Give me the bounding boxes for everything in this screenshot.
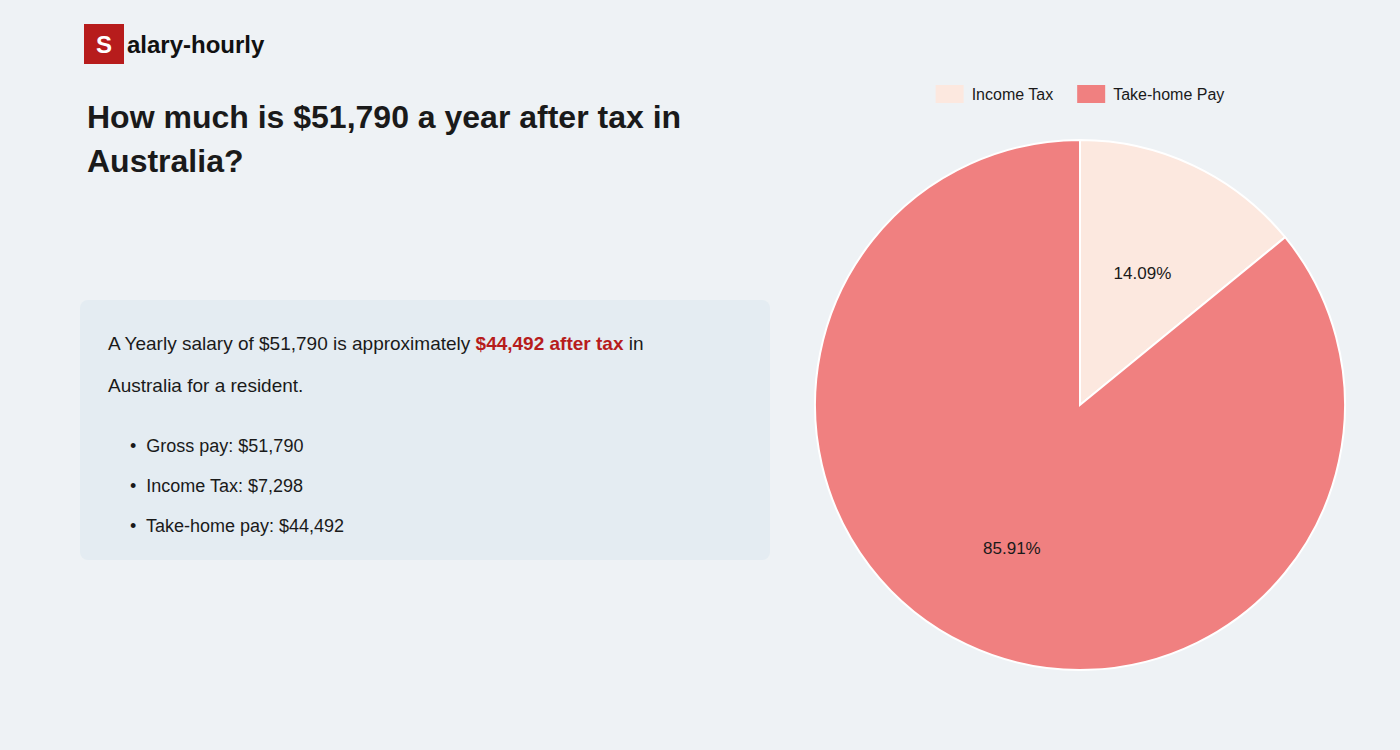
- bullet-item: • Income Tax: $7,298: [130, 476, 303, 496]
- summary-highlight: $44,492 after tax: [476, 333, 624, 354]
- legend-item: Take-home Pay: [1077, 85, 1224, 103]
- pie-slice: [815, 140, 1345, 670]
- legend-swatch: [936, 85, 964, 103]
- background: [0, 0, 1400, 750]
- legend-label: Take-home Pay: [1113, 86, 1224, 103]
- data-label: 14.09%: [1114, 264, 1172, 283]
- pie: [815, 140, 1345, 670]
- legend-item: Income Tax: [936, 85, 1054, 103]
- title: How much is $51,790 a year after tax in A…: [87, 99, 681, 179]
- data-label: 85.91%: [983, 539, 1041, 558]
- logo-text: alary-hourly: [127, 31, 265, 58]
- info-box: [80, 300, 770, 560]
- bullet-item: • Take-home pay: $44,492: [130, 516, 344, 536]
- bullet-item: • Gross pay: $51,790: [130, 436, 303, 456]
- summary-text: in: [623, 333, 643, 354]
- title-line: How much is $51,790 a year after tax in: [87, 99, 681, 135]
- data-labels: 14.09% 85.91%: [983, 264, 1171, 558]
- summary-line: Australia for a resident.: [108, 375, 303, 396]
- logo-letter: S: [96, 31, 112, 58]
- summary-text: A Yearly salary of $51,790 is approximat…: [108, 333, 476, 354]
- chart: Salary-hourly How much is $51,790 a year …: [0, 0, 1400, 750]
- logo: Salary-hourly: [84, 24, 265, 64]
- title-line: Australia?: [87, 143, 243, 179]
- summary-line: A Yearly salary of $51,790 is approximat…: [108, 333, 644, 354]
- logo-box: [84, 24, 124, 64]
- legend-label: Income Tax: [972, 86, 1054, 103]
- legend: Income Tax Take-home Pay: [936, 85, 1225, 103]
- legend-swatch: [1077, 85, 1105, 103]
